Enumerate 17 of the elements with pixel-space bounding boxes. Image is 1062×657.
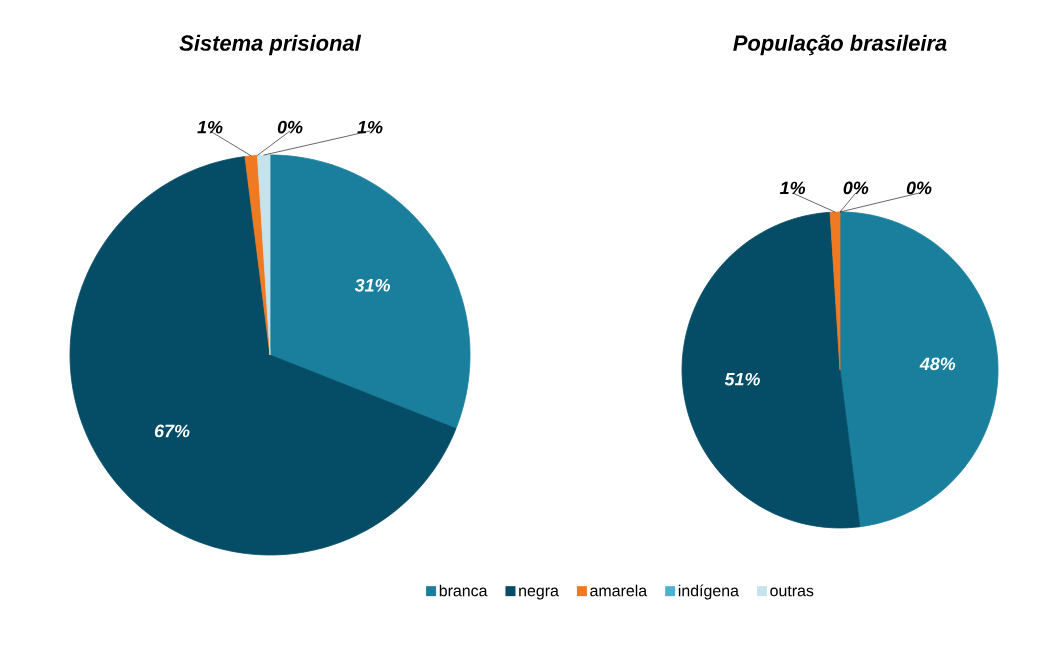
legend-label: amarela xyxy=(590,584,648,597)
legend-label: negra xyxy=(519,587,559,600)
data-label: 1% xyxy=(197,120,223,134)
chart-title: Sistema prisional xyxy=(179,34,362,56)
data-label: 67% xyxy=(154,424,190,438)
legend-label: indígena xyxy=(678,584,739,600)
text: 0% xyxy=(277,120,303,134)
chart-title: População brasileira xyxy=(733,34,947,56)
legend-label: branca xyxy=(439,584,488,597)
data-label: 51% xyxy=(724,372,760,386)
legend-label: outras xyxy=(770,585,814,597)
data-label: 1% xyxy=(779,181,806,195)
text: 0% xyxy=(906,181,932,195)
data-label: 48% xyxy=(919,357,956,371)
text: 0% xyxy=(843,181,869,195)
data-label: 1% xyxy=(357,120,383,134)
data-label: 31% xyxy=(354,278,391,292)
